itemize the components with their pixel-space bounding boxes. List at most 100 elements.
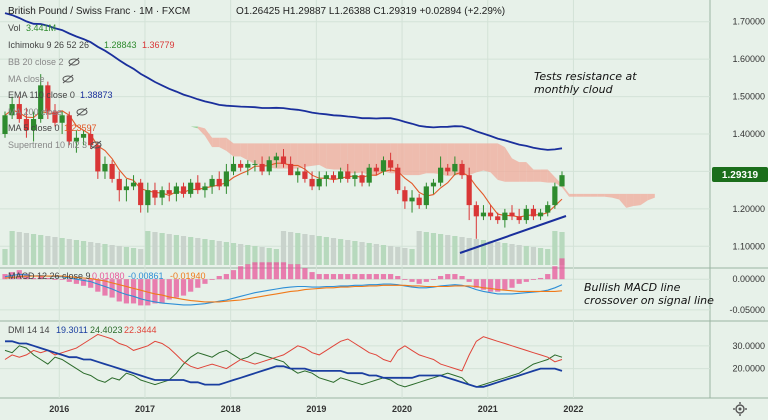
vol-label: Vol xyxy=(8,23,21,33)
candle-body xyxy=(130,182,137,187)
candle-body xyxy=(195,182,201,191)
cloud-segment xyxy=(154,107,163,110)
macd-panel xyxy=(2,258,565,306)
candle-body xyxy=(316,178,322,187)
volume-bar xyxy=(309,235,315,265)
candle-body xyxy=(345,171,351,179)
eye-off-icon[interactable] xyxy=(90,140,102,150)
macd-histogram-bar xyxy=(516,279,522,284)
volume-bar xyxy=(495,242,501,265)
price-axis-tick: 1.60000 xyxy=(732,54,765,64)
macd-histogram-bar xyxy=(416,279,422,284)
macd-histogram-bar xyxy=(473,279,479,288)
volume-bar xyxy=(373,244,379,265)
macd-histogram-bar xyxy=(352,274,358,280)
macd-histogram-bar xyxy=(109,279,115,298)
candle-body xyxy=(38,85,44,120)
candle-body xyxy=(16,104,22,120)
ichimoku-cloud xyxy=(119,107,655,208)
macd-histogram-bar xyxy=(530,279,537,280)
macd-histogram-bar xyxy=(459,276,465,280)
macd-histogram-bar xyxy=(537,277,544,280)
time-axis-tick: 2022 xyxy=(563,404,583,414)
candle-body xyxy=(323,175,329,179)
candle-body xyxy=(102,163,108,172)
macd-histogram-bar xyxy=(545,274,551,280)
cloud-segment xyxy=(633,193,641,207)
candle-body xyxy=(30,119,37,131)
eye-off-icon[interactable] xyxy=(68,57,80,67)
cloud-segment xyxy=(333,143,341,170)
volume-bar xyxy=(116,246,122,265)
volume-bar xyxy=(452,236,458,265)
macd-histogram-bar xyxy=(130,279,137,304)
volume-bar xyxy=(188,237,194,265)
candle-body xyxy=(373,167,379,172)
volume-bar xyxy=(23,233,30,265)
volume-bar xyxy=(423,232,429,265)
cloud-segment xyxy=(640,193,648,206)
candle-body xyxy=(523,208,529,221)
candle-body xyxy=(73,137,80,142)
macd-histogram-bar xyxy=(266,262,272,280)
volume-bar xyxy=(366,243,372,265)
cloud-segment xyxy=(562,184,570,197)
macd-histogram-bar xyxy=(238,266,244,280)
macd-histogram-bar xyxy=(366,274,372,280)
volume-bar xyxy=(295,233,301,265)
macd-histogram-bar xyxy=(338,274,344,280)
macd-histogram-bar xyxy=(323,274,329,280)
macd-histogram-bar xyxy=(80,279,87,286)
cloud-segment xyxy=(483,143,491,173)
volume-bar xyxy=(95,243,101,265)
volume-bar xyxy=(230,243,237,265)
cloud-segment xyxy=(162,109,170,114)
eye-off-icon[interactable] xyxy=(76,107,88,117)
cloud-segment xyxy=(397,143,405,176)
annotation-macd-line-2: crossover on signal line xyxy=(584,294,714,307)
cloud-segment xyxy=(597,193,605,197)
dmi-minus-line xyxy=(4,333,563,372)
eye-off-icon[interactable] xyxy=(62,74,74,84)
macd-histogram-bar xyxy=(409,279,415,282)
volume-bar xyxy=(59,238,65,265)
macd-histogram-bar xyxy=(252,262,258,280)
candle-body xyxy=(138,182,144,206)
macd-histogram-bar xyxy=(73,279,80,284)
macd-histogram-bar xyxy=(116,279,122,302)
macd-histogram-bar xyxy=(245,264,251,280)
cloud-segment xyxy=(204,128,213,148)
cloud-segment xyxy=(362,143,370,176)
volume-bar xyxy=(73,240,80,265)
cloud-segment xyxy=(419,143,427,176)
macd-axis-tick: 0.00000 xyxy=(732,274,765,284)
volume-bar xyxy=(238,244,244,265)
candle-body xyxy=(295,171,301,176)
ichimoku-value-2: 1.36779 xyxy=(142,40,175,50)
ma-label: MA close xyxy=(8,74,45,84)
cloud-segment xyxy=(476,143,484,173)
candle-body xyxy=(123,186,129,191)
macd-histogram-bar xyxy=(423,279,429,282)
candle-body xyxy=(80,134,87,138)
candle-body xyxy=(2,115,8,134)
volume-bar xyxy=(388,246,394,265)
candle-body xyxy=(152,190,158,198)
gear-icon[interactable] xyxy=(733,402,747,416)
volume-bar xyxy=(473,239,479,265)
ema-value: 1.38873 xyxy=(80,90,113,100)
volume-bar xyxy=(223,242,229,265)
volume-bar xyxy=(2,249,8,265)
dmi-value-1: 19.3011 xyxy=(56,325,88,335)
cloud-segment xyxy=(569,193,577,197)
macd-value-3: -0.01940 xyxy=(170,271,206,281)
price-axis-tick: 1.10000 xyxy=(732,241,765,251)
volume-bar xyxy=(302,234,308,265)
candle-body xyxy=(209,178,215,187)
candle-body xyxy=(223,171,229,187)
macd-histogram-bar xyxy=(502,279,508,290)
cloud-segment xyxy=(412,143,420,176)
volume-bar xyxy=(359,242,365,265)
volume-bar xyxy=(330,238,337,265)
macd-histogram-bar xyxy=(438,276,444,280)
